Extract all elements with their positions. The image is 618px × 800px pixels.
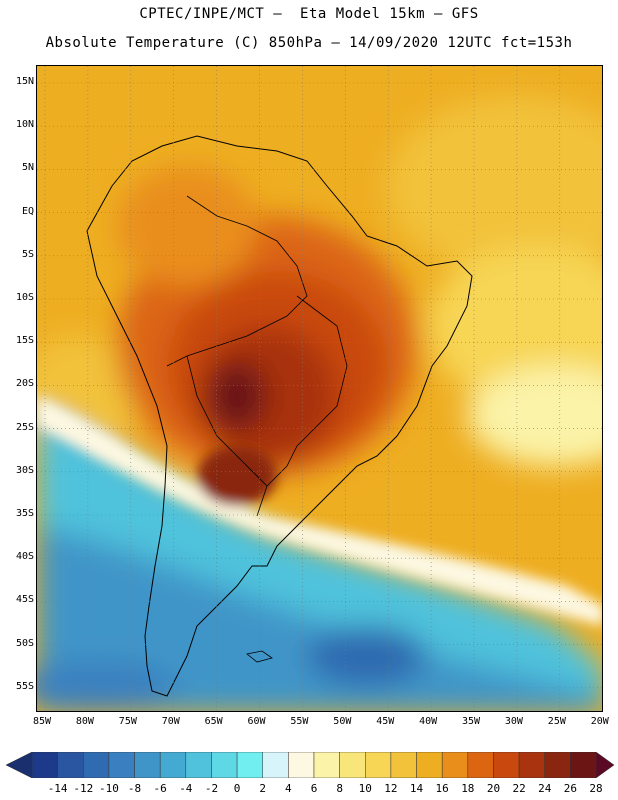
colorbar-segment [288, 752, 315, 778]
latitude-label: 45S [15, 594, 34, 606]
colorbar-tick-label: -10 [98, 782, 119, 795]
longitude-label: 55W [290, 716, 309, 727]
colorbar-tick-label: 2 [259, 782, 267, 795]
latitude-label: 10S [15, 292, 34, 303]
longitude-label: 40W [419, 716, 438, 727]
colorbar-tick-label: 28 [589, 782, 603, 795]
colorbar-segment [441, 752, 469, 778]
colorbar-segment [211, 752, 238, 778]
colorbar-tick-label: 14 [409, 782, 424, 795]
longitude-label: 20W [590, 716, 609, 727]
colorbar-segment [134, 752, 161, 778]
colorbar-low-arrow [6, 752, 33, 778]
colorbar-segment [365, 752, 392, 778]
colorbar-tick-label: 8 [336, 782, 343, 795]
colorbar-tick-label: 20 [486, 782, 501, 795]
longitude-label: 45W [376, 716, 395, 727]
colorbar-segment [390, 752, 417, 778]
colorbar-segment [236, 752, 263, 778]
latitude-label: EQ [21, 205, 34, 217]
longitude-label: 50W [333, 716, 352, 727]
latitude-label: 5S [21, 248, 34, 260]
colorbar-tick-label: -4 [179, 782, 193, 795]
colorbar-segment [339, 752, 366, 778]
longitude-label: 80W [75, 716, 94, 727]
colorbar-tick-label: 10 [358, 782, 372, 795]
colorbar-tick-label: 4 [285, 782, 292, 795]
colorbar-tick-label: -6 [153, 782, 167, 795]
latitude-label: 40S [15, 551, 34, 563]
longitude-label: 60W [247, 716, 266, 727]
longitude-label: 30W [504, 716, 523, 727]
latitude-label: 15N [15, 76, 34, 87]
colorbar-segment [57, 752, 84, 778]
latitude-label: 25S [15, 421, 34, 433]
longitude-label: 75W [118, 716, 137, 727]
latitude-label: 15S [15, 335, 34, 347]
latitude-label: 20S [15, 378, 34, 390]
longitude-label: 70W [161, 716, 180, 727]
colorbar-segment [108, 752, 135, 778]
latitude-label: 30S [15, 464, 34, 476]
colorbar-tick-label: 6 [310, 782, 318, 795]
colorbar-tick-label: 16 [435, 782, 449, 795]
colorbar-tick-label: 22 [512, 782, 526, 795]
latitude-label: 10N [15, 119, 34, 131]
colorbar-tick-label: -2 [204, 782, 219, 795]
latitude-label: 55S [15, 680, 34, 692]
map-title-line1: CPTEC/INPE/MCT — Eta Model 15km — GFS [139, 6, 479, 22]
colorbar-segment [31, 752, 58, 778]
temperature-field [37, 66, 602, 711]
colorbar-segment [416, 752, 443, 778]
colorbar-segment [544, 752, 571, 778]
colorbar-segment [83, 752, 110, 778]
colorbar-tick-label: -8 [127, 782, 142, 795]
colorbar-segment [159, 752, 187, 778]
colorbar-tick-label: -14 [47, 782, 68, 795]
colorbar-tick-label: -12 [73, 782, 94, 795]
longitude-label: 25W [547, 716, 566, 727]
latitude-label: 35S [15, 508, 34, 519]
colorbar-tick-label: 0 [233, 782, 241, 795]
map-title-line2: Absolute Temperature (C) 850hPa — 14/09/… [45, 35, 573, 51]
longitude-label: 85W [33, 716, 52, 727]
colorbar-segment [467, 752, 494, 778]
colorbar-segment [313, 752, 340, 778]
colorbar-segment [570, 752, 597, 778]
colorbar [6, 752, 614, 778]
longitude-label: 35W [462, 716, 481, 727]
colorbar-tick-label: 26 [563, 782, 577, 795]
colorbar-segment [493, 752, 520, 778]
colorbar-tick-label: 24 [538, 782, 552, 795]
colorbar-tick-label: 12 [384, 782, 398, 795]
colorbar-segment [262, 752, 289, 778]
colorbar-segment [518, 752, 545, 778]
colorbar-high-arrow [595, 752, 614, 778]
colorbar-segment [185, 752, 212, 778]
longitude-label: 65W [204, 716, 223, 727]
latitude-label: 50S [15, 637, 34, 649]
latitude-label: 5N [21, 162, 34, 174]
colorbar-tick-label: 18 [461, 782, 475, 795]
temperature-map [36, 65, 603, 712]
